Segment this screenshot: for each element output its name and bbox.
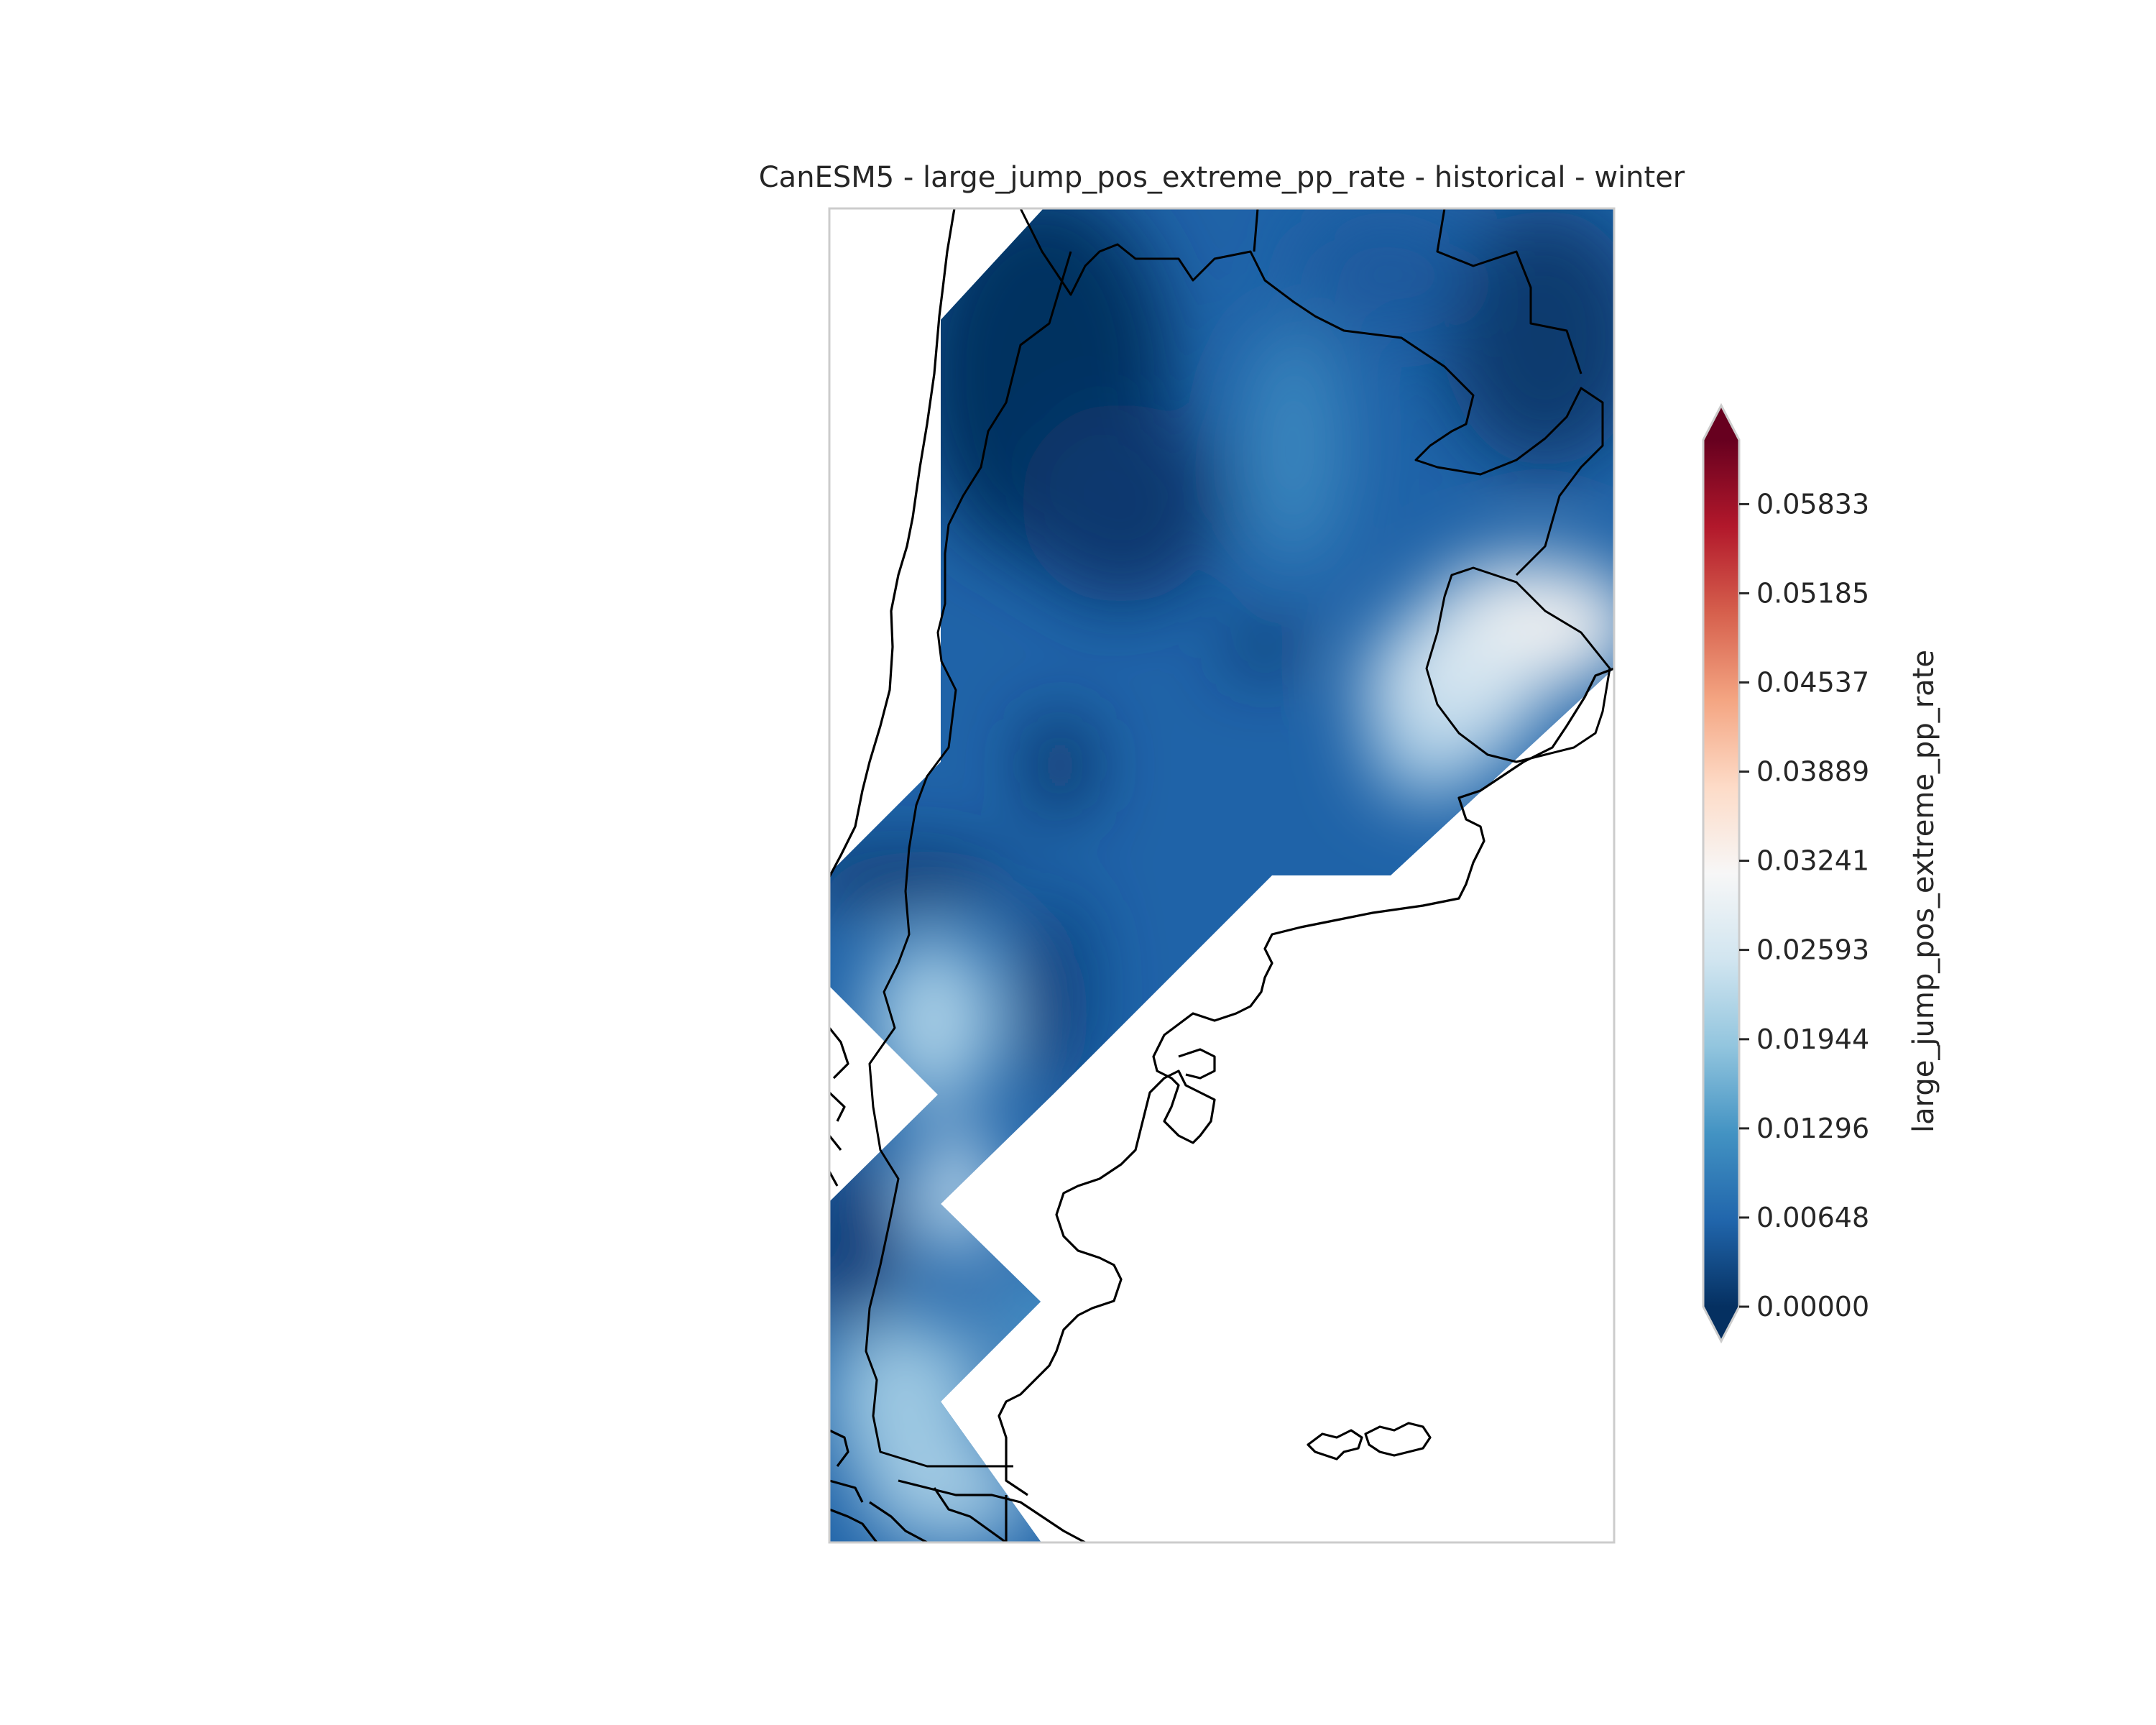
pacific-coastline [829,208,956,878]
tierra-del-fuego-coastline [829,1479,1086,1542]
colorbar-tick-label: 0.01296 [1756,1113,1869,1144]
colorbar-tick-label: 0.03241 [1756,845,1869,877]
colorbar-tick-label: 0.01944 [1756,1024,1869,1055]
colorbar-tick-label: 0.04537 [1756,666,1869,698]
paraguay-border [1253,208,1583,374]
uruguay-border [1425,566,1611,763]
colorbar-label: large_jump_pos_extreme_pp_rate [1907,650,1940,1133]
colorbar-gradient [1703,440,1739,1307]
valdes-peninsula [1178,1048,1216,1080]
falkland-islands [1307,1422,1432,1460]
colorbar-tick-label: 0.03889 [1756,756,1869,788]
colorbar-tick-label: 0.02593 [1756,934,1869,966]
north-border [1019,208,1604,576]
colorbar-tick-label: 0.00648 [1756,1202,1869,1233]
map-frame [828,207,1616,1544]
colorbar: 0.00000 0.00648 0.01296 0.01944 0.02593 0.032… [1702,402,1940,1344]
colorbar-tick-label: 0.05185 [1756,577,1869,609]
colorbar-tick-label: 0.05833 [1756,488,1869,520]
atlantic-coastline [998,667,1614,1496]
map-axes [828,207,1616,1544]
colorbar-body [1702,402,1741,1344]
map-title: CanESM5 - large_jump_pos_extreme_pp_rate… [759,161,1685,194]
colorbar-ticks: 0.00000 0.00648 0.01296 0.01944 0.02593 0.032… [1739,488,1869,1322]
coastlines [829,208,1614,1542]
colorbar-extend-max [1703,405,1739,440]
andes-border [865,251,1072,1468]
colorbar-tick-label: 0.00000 [1756,1291,1869,1322]
chile-islands [829,1027,864,1503]
colorbar-extend-min [1703,1307,1739,1341]
